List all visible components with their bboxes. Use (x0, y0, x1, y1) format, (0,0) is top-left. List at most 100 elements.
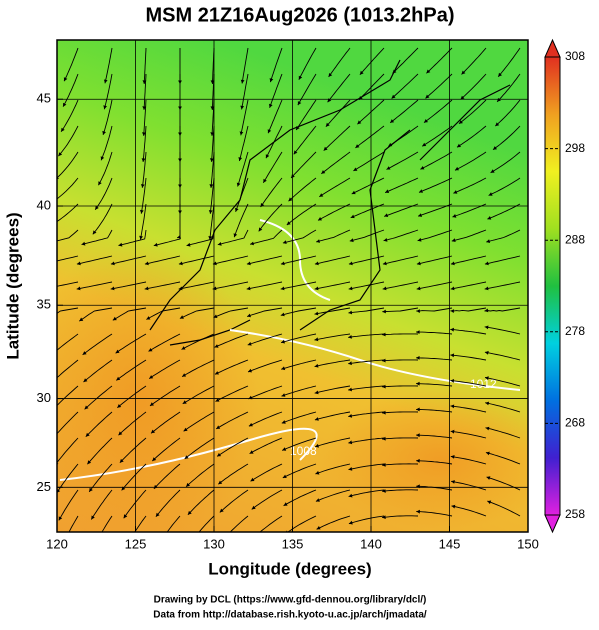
stream-arrow (416, 286, 421, 291)
stream-arrow (450, 455, 455, 459)
stream-arrow (495, 122, 500, 127)
stream-arrow (460, 95, 465, 100)
stream-arrow (82, 351, 87, 355)
streamline (57, 463, 79, 494)
colorbar-tick-label: 308 (565, 49, 585, 63)
streamline (487, 203, 521, 220)
stream-arrow (425, 94, 430, 99)
stream-arrow (417, 237, 422, 242)
streamline (233, 203, 249, 238)
stream-arrow (315, 498, 320, 502)
streamline (57, 385, 79, 407)
stream-arrow (208, 210, 213, 214)
stream-arrow (314, 261, 319, 266)
streamline (57, 177, 79, 200)
streamline (144, 281, 181, 290)
colorbar-tick-label: 288 (565, 232, 585, 246)
y-axis-label: Latitude (degrees) (3, 212, 22, 359)
stream-arrow (269, 78, 274, 83)
streamline (258, 203, 283, 232)
streamline (116, 359, 147, 381)
streamline (117, 385, 147, 409)
streamline (186, 229, 215, 247)
stream-arrow (181, 346, 186, 350)
stream-arrow (265, 154, 270, 159)
streamline (382, 281, 419, 290)
streamline (485, 452, 521, 465)
streamline (143, 47, 147, 85)
stream-arrow (182, 400, 187, 404)
stream-arrow (249, 450, 254, 454)
stream-arrow (281, 366, 286, 371)
stream-arrow (416, 458, 420, 463)
stream-arrow (348, 261, 353, 266)
x-tick-label: 130 (203, 536, 225, 551)
stream-arrow (488, 192, 493, 196)
stream-arrow (179, 315, 184, 319)
streamline (450, 354, 487, 361)
streamline (112, 307, 147, 321)
streamline (488, 177, 521, 196)
map-title: MSM 21Z16Aug2026 (1013.2hPa) (145, 4, 454, 26)
streamline (460, 73, 487, 100)
streamline (348, 307, 385, 314)
stream-arrow (416, 509, 420, 514)
streamline (57, 307, 79, 314)
stream-arrow (315, 443, 319, 448)
stream-arrow (116, 376, 121, 381)
streamline (416, 331, 453, 335)
stream-arrow (85, 432, 90, 437)
stream-arrow (248, 368, 252, 373)
stream-arrow (314, 286, 319, 291)
stream-arrow (485, 451, 490, 456)
stream-arrow (178, 286, 183, 291)
streamline (290, 151, 317, 179)
streamline (219, 489, 249, 513)
stream-arrow (382, 358, 386, 363)
streamline (280, 333, 317, 344)
streamline (100, 125, 113, 161)
stream-arrow (382, 436, 386, 441)
stream-arrow (450, 379, 455, 383)
stream-arrow (348, 361, 352, 366)
stream-arrow (485, 376, 489, 381)
colorbar-tick-label: 298 (565, 141, 585, 155)
streamline (238, 125, 249, 162)
streamline (348, 333, 385, 338)
streamline (348, 281, 385, 290)
streamline (94, 177, 113, 210)
stream-arrow (79, 317, 84, 322)
stream-arrow (353, 167, 358, 171)
stream-arrow (254, 534, 258, 538)
stream-arrow (144, 286, 149, 291)
stream-arrow (451, 480, 455, 484)
stream-arrow (248, 422, 253, 427)
stream-arrow (209, 158, 214, 162)
stream-arrow (63, 102, 67, 107)
stream-arrow (215, 371, 219, 375)
stream-arrow (348, 493, 353, 498)
stream-arrow (297, 101, 302, 106)
streamline (348, 437, 385, 444)
streamline (237, 151, 249, 187)
stream-arrow (452, 214, 457, 218)
stream-arrow (152, 457, 157, 461)
streamline (98, 151, 113, 186)
stream-arrow (350, 214, 355, 219)
streamline (281, 385, 317, 397)
stream-arrow (235, 207, 239, 212)
stream-arrow (416, 356, 420, 360)
stream-arrow (288, 197, 293, 202)
stream-arrow (359, 70, 364, 75)
stream-arrow (498, 72, 502, 77)
streamline (259, 515, 283, 532)
stream-arrow (390, 119, 395, 123)
streamline (381, 359, 419, 362)
streamline (81, 229, 113, 245)
stream-arrow (246, 286, 251, 291)
streamline (76, 255, 113, 265)
streamline (142, 125, 147, 162)
streamline (381, 411, 419, 414)
stream-arrow (487, 500, 492, 505)
footer-line: Drawing by DCL (https://www.gfd-dennou.o… (154, 595, 427, 606)
